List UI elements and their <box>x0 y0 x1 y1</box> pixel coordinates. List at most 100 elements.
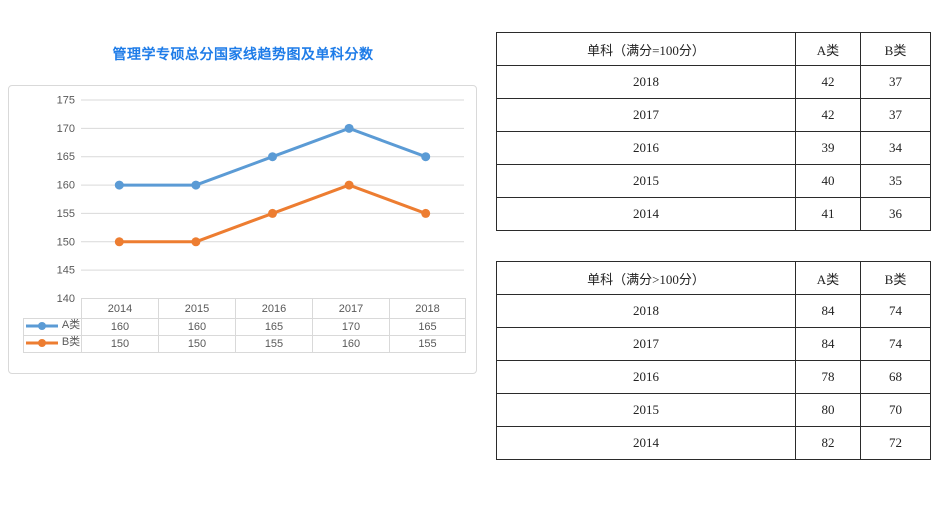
year-header-cell: 2014 <box>81 298 159 319</box>
y-axis-tick-label: 140 <box>57 293 75 305</box>
series-a-value-cell: 165 <box>235 318 313 336</box>
b-class-cell: 74 <box>860 327 931 361</box>
series-a-line-marker-icon <box>25 321 59 331</box>
a-class-cell: 78 <box>795 360 861 394</box>
data-point-marker <box>268 152 277 162</box>
score-table-header-row: 单科（满分=100分） A类 B类 <box>496 32 931 66</box>
b-class-cell: 68 <box>860 360 931 394</box>
a-class-cell: 41 <box>795 197 861 231</box>
score-row: 2017 84 74 <box>496 327 931 361</box>
series-a-legend-cell: A类 <box>23 318 82 336</box>
a-class-cell: 82 <box>795 426 861 460</box>
year-cell: 2018 <box>496 65 796 99</box>
y-axis-tick-label: 150 <box>57 236 75 248</box>
score-row: 2018 42 37 <box>496 65 931 99</box>
series-b-value-cell: 155 <box>235 335 313 353</box>
year-cell: 2017 <box>496 327 796 361</box>
legend-line-icon <box>25 338 58 347</box>
series-a-legend-label: A类 <box>61 319 81 332</box>
score-row: 2018 84 74 <box>496 294 931 328</box>
score-row: 2017 42 37 <box>496 98 931 132</box>
data-point-marker <box>114 237 124 247</box>
score-table-over100: 单科（满分>100分） A类 B类 2018 84 74 2017 84 74 … <box>496 261 931 460</box>
legend-line-icon <box>25 321 58 330</box>
series-a-value-cell: 160 <box>158 318 236 336</box>
series-a-value-cell: 160 <box>81 318 159 336</box>
year-cell: 2015 <box>496 164 796 198</box>
score-table-header-row: 单科（满分>100分） A类 B类 <box>496 261 931 295</box>
b-class-cell: 36 <box>860 197 931 231</box>
series-b-value-cell: 155 <box>389 335 466 353</box>
year-cell: 2015 <box>496 393 796 427</box>
b-class-cell: 72 <box>860 426 931 460</box>
a-class-cell: 39 <box>795 131 861 165</box>
chart-data-table: 2014 2015 2016 2017 2018 A类 160 160 165 … <box>23 298 466 353</box>
a-class-cell: 40 <box>795 164 861 198</box>
a-class-cell: 80 <box>795 393 861 427</box>
y-axis-tick-label: 170 <box>57 123 75 135</box>
year-cell: 2016 <box>496 360 796 394</box>
data-point-marker <box>421 208 431 218</box>
col-header-a: A类 <box>795 32 861 66</box>
data-point-marker <box>191 237 201 247</box>
b-class-cell: 35 <box>860 164 931 198</box>
score-table-title: 单科（满分=100分） <box>496 32 796 66</box>
series-a-value-cell: 165 <box>389 318 466 336</box>
trend-chart-frame: 140 145 150 155 160 165 170 175 2014 2015 2016 … <box>8 85 477 374</box>
score-row: 2015 80 70 <box>496 393 931 427</box>
y-axis-tick-label: 145 <box>57 265 75 277</box>
data-point-marker <box>344 180 354 190</box>
series-b-value-cell: 150 <box>158 335 236 353</box>
year-header-cell: 2017 <box>312 298 390 319</box>
y-axis-tick-label: 175 <box>57 95 75 107</box>
b-class-cell: 37 <box>860 65 931 99</box>
year-cell: 2014 <box>496 426 796 460</box>
series-b-line-marker-icon <box>25 338 59 348</box>
series-b-legend-label: B类 <box>61 336 81 349</box>
data-point-marker <box>114 180 124 190</box>
col-header-b: B类 <box>860 32 931 66</box>
score-table-max100: 单科（满分=100分） A类 B类 2018 42 37 2017 42 37 … <box>496 32 931 231</box>
chart-table-series-b-row: B类 150 150 155 160 155 <box>23 335 466 353</box>
score-row: 2014 41 36 <box>496 197 931 231</box>
col-header-b: B类 <box>860 261 931 295</box>
a-class-cell: 42 <box>795 98 861 132</box>
y-axis-tick-label: 165 <box>57 151 75 163</box>
year-cell: 2014 <box>496 197 796 231</box>
y-axis-tick-label: 160 <box>57 180 75 192</box>
year-cell: 2018 <box>496 294 796 328</box>
data-point-marker <box>344 123 354 133</box>
score-table-title: 单科（满分>100分） <box>496 261 796 295</box>
page-title: 管理学专硕总分国家线趋势图及单科分数 <box>112 46 374 62</box>
series-b-value-cell: 160 <box>312 335 390 353</box>
year-cell: 2017 <box>496 98 796 132</box>
year-header-cell: 2015 <box>158 298 236 319</box>
score-row: 2015 40 35 <box>496 164 931 198</box>
score-row: 2014 82 72 <box>496 426 931 460</box>
a-class-cell: 84 <box>795 327 861 361</box>
a-class-cell: 42 <box>795 65 861 99</box>
b-class-cell: 34 <box>860 131 931 165</box>
data-point-marker <box>268 208 277 218</box>
chart-table-series-a-row: A类 160 160 165 170 165 <box>23 318 466 336</box>
series-b-value-cell: 150 <box>81 335 159 353</box>
chart-table-corner-cell <box>24 299 82 319</box>
chart-table-year-row: 2014 2015 2016 2017 2018 <box>24 298 466 319</box>
b-class-cell: 70 <box>860 393 931 427</box>
score-row: 2016 78 68 <box>496 360 931 394</box>
y-axis-tick-label: 155 <box>57 208 75 220</box>
col-header-a: A类 <box>795 261 861 295</box>
score-row: 2016 39 34 <box>496 131 931 165</box>
year-header-cell: 2016 <box>235 298 313 319</box>
data-point-marker <box>191 180 201 190</box>
data-point-marker <box>421 152 431 162</box>
year-cell: 2016 <box>496 131 796 165</box>
b-class-cell: 37 <box>860 98 931 132</box>
a-class-cell: 84 <box>795 294 861 328</box>
trend-chart: 140 145 150 155 160 165 170 175 <box>57 95 464 305</box>
b-class-cell: 74 <box>860 294 931 328</box>
series-b-legend-cell: B类 <box>23 335 82 353</box>
year-header-cell: 2018 <box>389 298 466 319</box>
series-a-value-cell: 170 <box>312 318 390 336</box>
